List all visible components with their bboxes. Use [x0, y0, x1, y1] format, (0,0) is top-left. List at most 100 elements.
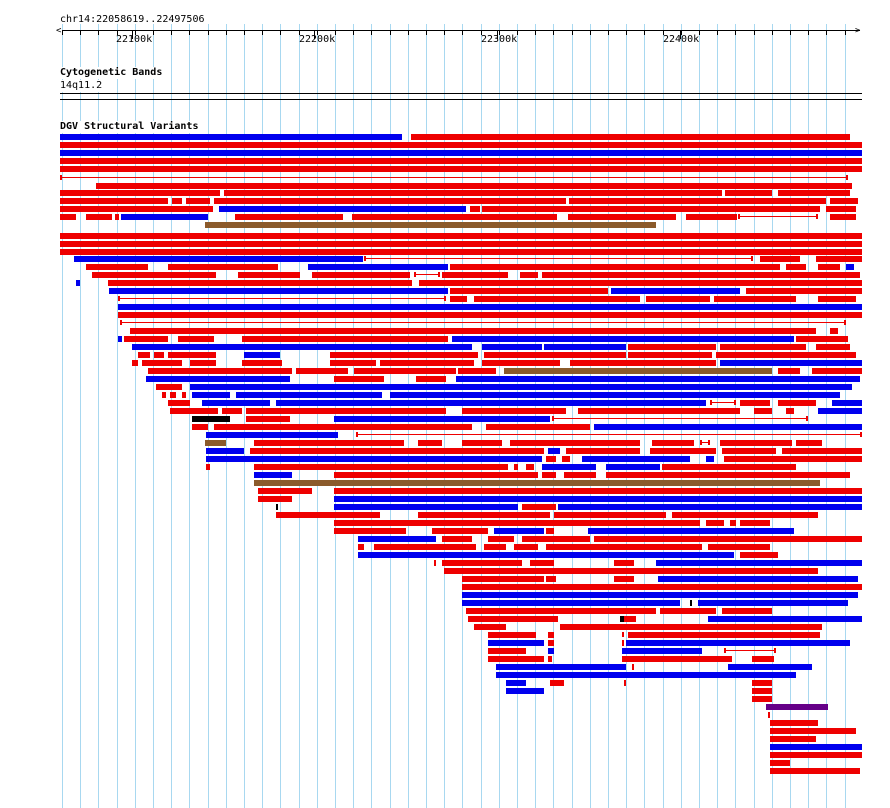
gain-variant[interactable] [740, 400, 770, 406]
gain-variant[interactable] [514, 544, 538, 550]
gain-variant[interactable] [374, 544, 476, 550]
inversion-variant[interactable] [205, 222, 656, 228]
loss-variant[interactable] [558, 504, 862, 510]
gain-variant[interactable] [450, 264, 780, 270]
loss-variant[interactable] [656, 560, 862, 566]
gain-variant[interactable] [754, 408, 772, 414]
gain-variant[interactable] [60, 142, 862, 148]
loss-variant[interactable] [190, 384, 852, 390]
gain-variant[interactable] [514, 464, 518, 470]
gain-variant[interactable] [510, 440, 640, 446]
gain-variant[interactable] [242, 336, 448, 342]
gain-variant[interactable] [416, 376, 446, 382]
gain-variant[interactable] [724, 456, 862, 462]
gain-variant[interactable] [474, 624, 506, 630]
gain-variant[interactable] [662, 464, 796, 470]
loss-variant[interactable] [206, 432, 338, 438]
loss-variant[interactable] [206, 448, 244, 454]
gain-variant[interactable] [546, 544, 702, 550]
loss-variant[interactable] [496, 664, 626, 670]
gain-variant[interactable] [778, 190, 850, 196]
gain-variant[interactable] [548, 656, 552, 662]
gain-variant[interactable] [786, 264, 806, 270]
gain-variant[interactable] [522, 504, 556, 510]
loss-variant[interactable] [506, 680, 526, 686]
loss-variant[interactable] [132, 344, 472, 350]
gain-variant[interactable] [442, 536, 472, 542]
gain-variant[interactable] [156, 384, 182, 390]
loss-variant[interactable] [548, 448, 560, 454]
loss-variant[interactable] [60, 134, 402, 140]
gain-variant[interactable] [450, 296, 467, 302]
gain-variant[interactable] [542, 272, 860, 278]
gain-variant[interactable] [462, 584, 862, 590]
gain-variant[interactable] [172, 198, 182, 204]
gain-variant[interactable] [730, 520, 736, 526]
gain-variant[interactable] [419, 280, 862, 286]
gain-variant[interactable] [796, 336, 848, 342]
gain-variant[interactable] [96, 183, 852, 189]
gain-variant[interactable] [458, 368, 496, 374]
gain-variant[interactable] [60, 166, 862, 172]
gain-variant[interactable] [86, 264, 148, 270]
gain-variant[interactable] [628, 632, 820, 638]
gain-variant[interactable] [818, 296, 856, 302]
gain-variant-span[interactable] [60, 175, 848, 180]
gain-variant[interactable] [380, 360, 474, 366]
gain-variant[interactable] [564, 472, 596, 478]
complex-variant[interactable] [192, 416, 230, 422]
gain-variant[interactable] [254, 464, 508, 470]
gain-variant-span[interactable] [724, 648, 776, 653]
gain-variant[interactable] [246, 416, 290, 422]
loss-variant[interactable] [118, 336, 122, 342]
loss-variant[interactable] [728, 664, 812, 670]
gain-variant[interactable] [826, 206, 856, 212]
gain-variant[interactable] [740, 520, 770, 526]
gain-variant[interactable] [566, 448, 640, 454]
gain-variant[interactable] [812, 368, 862, 374]
loss-variant[interactable] [622, 648, 702, 654]
gain-variant[interactable] [418, 512, 550, 518]
loss-variant[interactable] [582, 456, 690, 462]
gain-variant[interactable] [186, 198, 210, 204]
gain-variant[interactable] [542, 472, 556, 478]
gain-variant[interactable] [782, 448, 862, 454]
gain-variant[interactable] [418, 440, 442, 446]
gain-variant-span[interactable] [700, 440, 710, 445]
gain-variant[interactable] [778, 368, 800, 374]
gain-variant[interactable] [548, 632, 554, 638]
gain-variant[interactable] [830, 328, 838, 334]
gain-variant[interactable] [550, 680, 564, 686]
gain-variant[interactable] [246, 408, 446, 414]
gain-variant[interactable] [520, 272, 538, 278]
loss-variant[interactable] [334, 504, 518, 510]
loss-variant[interactable] [720, 360, 862, 366]
gain-variant[interactable] [546, 576, 556, 582]
loss-variant[interactable] [488, 640, 544, 646]
gain-variant[interactable] [770, 768, 860, 774]
gain-variant[interactable] [432, 528, 488, 534]
loss-variant[interactable] [832, 400, 862, 406]
gain-variant[interactable] [224, 190, 722, 196]
loss-variant[interactable] [462, 592, 858, 598]
gain-variant[interactable] [628, 344, 716, 350]
loss-variant[interactable] [236, 392, 382, 398]
loss-variant[interactable] [121, 214, 208, 220]
gain-variant[interactable] [706, 520, 724, 526]
loss-variant[interactable] [60, 150, 862, 156]
gain-variant[interactable] [632, 664, 634, 670]
gain-variant[interactable] [115, 214, 119, 220]
loss-variant[interactable] [76, 280, 80, 286]
gain-variant[interactable] [124, 336, 168, 342]
gain-variant[interactable] [548, 640, 554, 646]
other-variant[interactable] [766, 704, 828, 710]
gain-variant[interactable] [646, 296, 710, 302]
gain-variant[interactable] [624, 616, 636, 622]
gain-variant[interactable] [108, 280, 412, 286]
loss-variant[interactable] [192, 392, 230, 398]
loss-variant[interactable] [109, 288, 448, 294]
gain-variant-span[interactable] [552, 416, 808, 421]
gain-variant[interactable] [242, 360, 282, 366]
gain-variant[interactable] [546, 456, 556, 462]
gain-variant[interactable] [562, 456, 570, 462]
